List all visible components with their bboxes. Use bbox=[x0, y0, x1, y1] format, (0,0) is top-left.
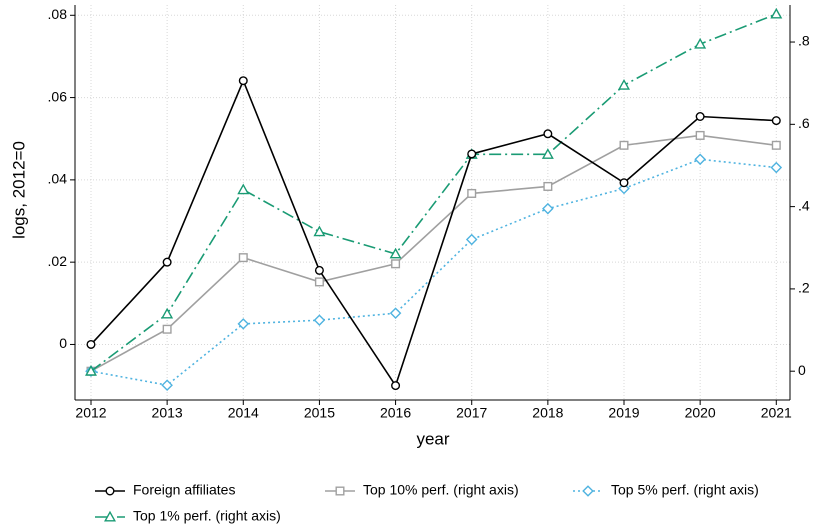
x-tick-label: 2013 bbox=[152, 405, 183, 421]
x-axis-label: year bbox=[416, 429, 449, 448]
marker bbox=[467, 188, 477, 198]
series-line bbox=[90, 13, 777, 372]
series-line bbox=[90, 134, 777, 372]
marker bbox=[618, 182, 630, 195]
legend-marker bbox=[104, 510, 116, 522]
y-tick-label: 0 bbox=[59, 335, 67, 351]
marker bbox=[465, 233, 478, 246]
marker bbox=[770, 161, 783, 174]
marker bbox=[770, 7, 783, 19]
x-tick-label: 2019 bbox=[608, 405, 639, 421]
y-axis-label: logs, 2012=0 bbox=[9, 141, 28, 239]
series-line bbox=[90, 158, 777, 387]
x-tick-label: 2016 bbox=[380, 405, 411, 421]
marker bbox=[238, 253, 248, 263]
legend-marker bbox=[582, 485, 594, 497]
marker bbox=[161, 307, 174, 319]
marker bbox=[391, 381, 401, 391]
marker bbox=[84, 364, 97, 376]
y-tick-label: .08 bbox=[48, 6, 68, 22]
marker bbox=[86, 339, 96, 349]
y2-tick-label: .6 bbox=[798, 115, 810, 131]
marker bbox=[391, 259, 401, 269]
x-tick-label: 2012 bbox=[75, 405, 106, 421]
x-tick-label: 2018 bbox=[532, 405, 563, 421]
series-line bbox=[90, 78, 777, 388]
y-tick-label: .04 bbox=[48, 171, 68, 187]
marker bbox=[467, 149, 477, 159]
marker bbox=[237, 318, 250, 330]
marker bbox=[543, 181, 553, 191]
y2-tick-label: 0 bbox=[798, 362, 806, 378]
legend-label: Top 5% perf. (right axis) bbox=[611, 482, 759, 498]
y-tick-label: .06 bbox=[48, 88, 68, 104]
marker bbox=[314, 265, 324, 275]
marker bbox=[695, 112, 705, 122]
x-tick-label: 2020 bbox=[685, 405, 716, 421]
marker bbox=[162, 324, 172, 334]
marker bbox=[619, 178, 629, 188]
marker bbox=[389, 247, 402, 259]
x-tick-label: 2017 bbox=[456, 405, 487, 421]
x-tick-label: 2015 bbox=[304, 405, 335, 421]
marker bbox=[389, 307, 402, 319]
marker bbox=[162, 257, 172, 267]
y2-tick-label: .8 bbox=[798, 33, 810, 49]
marker bbox=[695, 130, 705, 140]
marker bbox=[542, 202, 554, 215]
marker bbox=[237, 183, 250, 195]
marker bbox=[314, 277, 324, 287]
marker bbox=[161, 379, 173, 391]
y2-tick-label: .2 bbox=[798, 280, 810, 296]
marker bbox=[238, 76, 248, 86]
marker bbox=[771, 140, 781, 150]
marker bbox=[618, 78, 630, 90]
marker bbox=[543, 129, 553, 139]
marker bbox=[541, 148, 554, 159]
legend-label: Top 10% perf. (right axis) bbox=[363, 482, 519, 498]
marker bbox=[694, 153, 706, 166]
legend-label: Top 1% perf. (right axis) bbox=[133, 508, 281, 524]
legend-marker bbox=[335, 486, 345, 496]
marker bbox=[619, 140, 629, 150]
x-tick-label: 2021 bbox=[761, 405, 792, 421]
marker bbox=[313, 225, 326, 237]
marker bbox=[313, 314, 326, 326]
marker bbox=[694, 37, 707, 49]
legend-label: Foreign affiliates bbox=[133, 482, 235, 498]
legend-marker bbox=[105, 486, 115, 496]
y2-tick-label: .4 bbox=[798, 197, 810, 213]
x-tick-label: 2014 bbox=[228, 405, 259, 421]
y-tick-label: .02 bbox=[48, 253, 68, 269]
marker bbox=[771, 116, 781, 126]
